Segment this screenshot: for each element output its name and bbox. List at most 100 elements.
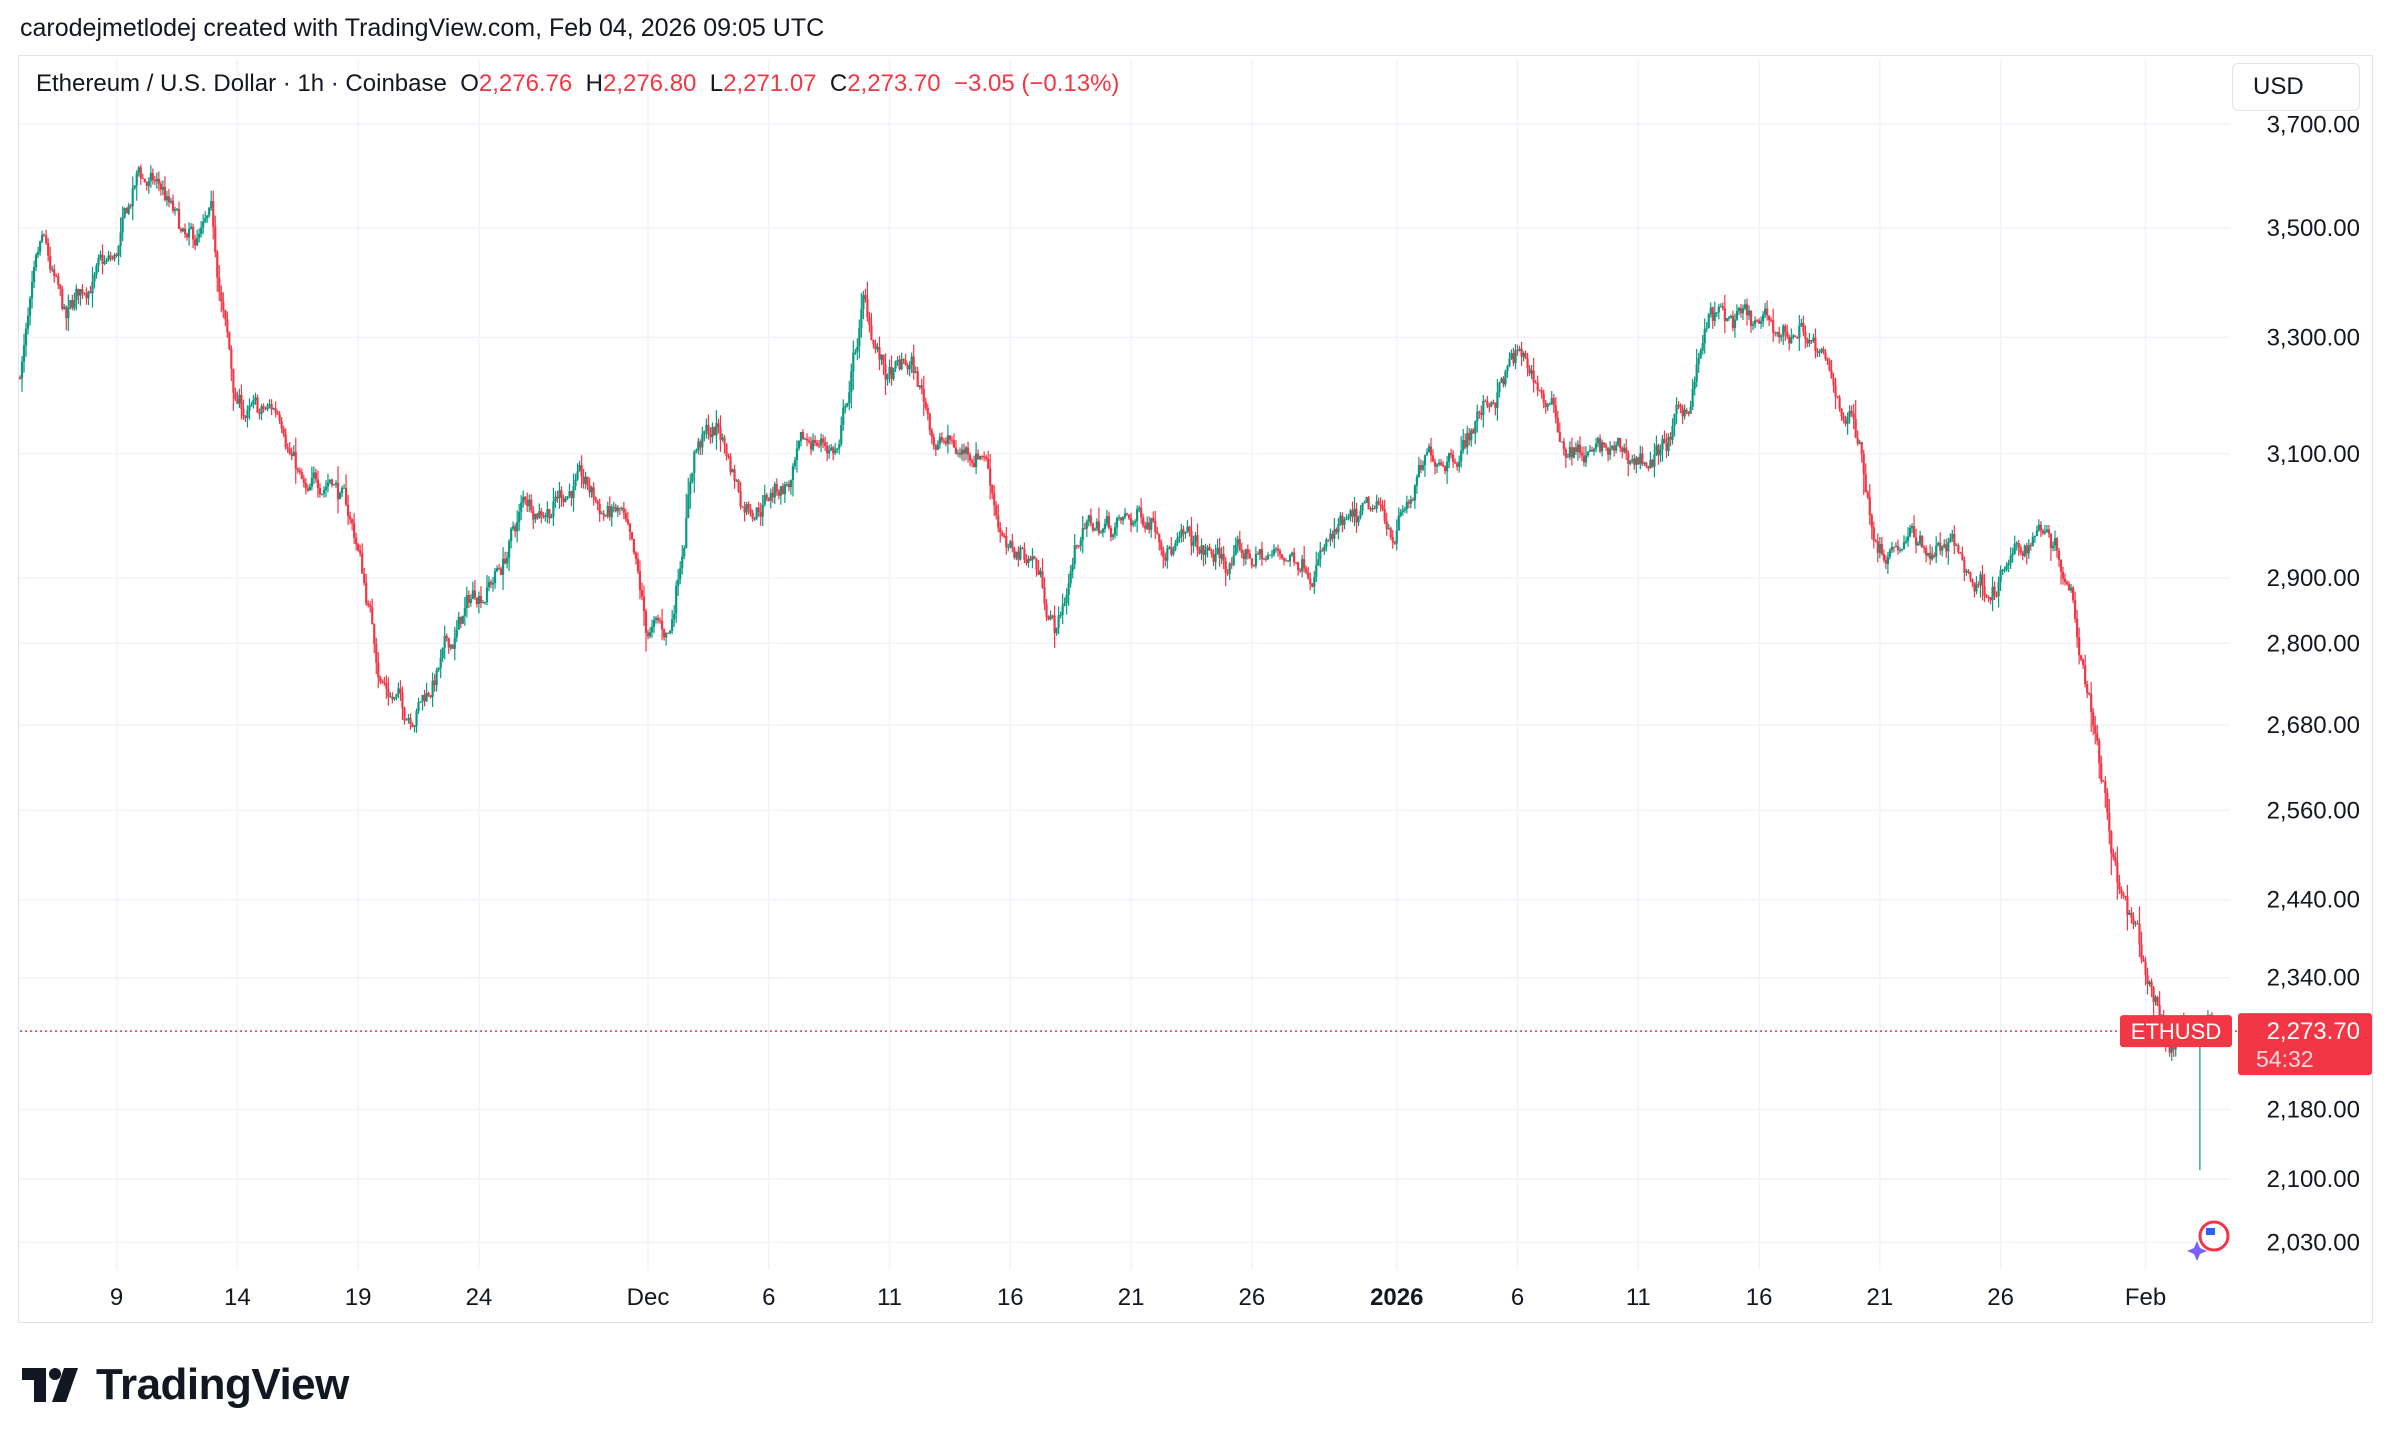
candle-body: [1093, 528, 1096, 531]
candle-body: [173, 209, 177, 211]
candle-body: [1745, 304, 1749, 316]
candle-body: [1288, 554, 1292, 562]
candle-body: [508, 541, 511, 558]
candle-body: [1927, 552, 1930, 556]
candle-body: [1782, 326, 1785, 336]
candle-body: [938, 437, 941, 445]
candle-body: [870, 324, 873, 341]
candle-body: [1759, 321, 1763, 324]
candle-body: [2128, 912, 2131, 915]
candle-body: [1504, 371, 1507, 385]
y-tick-label: 2,180.00: [2267, 1097, 2360, 1124]
candle-body: [2102, 780, 2105, 782]
candle-body: [1834, 385, 1837, 397]
candle-body: [1025, 559, 1028, 564]
candle-body: [1729, 315, 1732, 318]
candle-body: [475, 597, 479, 605]
candle-body: [968, 454, 972, 461]
candle-body: [1617, 437, 1620, 445]
candle-body: [948, 435, 952, 440]
candle-body: [1705, 327, 1708, 329]
candle-body: [1134, 521, 1137, 523]
tradingview-logo[interactable]: TradingView: [22, 1360, 349, 1410]
candle-body: [1530, 370, 1533, 374]
candle-body: [363, 573, 366, 583]
candle-body: [157, 178, 160, 184]
candle-body: [467, 595, 470, 603]
candle-body: [1023, 548, 1026, 560]
candle-body: [1691, 388, 1694, 407]
candle-body: [2082, 659, 2085, 666]
candle-body: [137, 167, 140, 173]
candle-body: [477, 595, 481, 605]
candle-body: [1131, 522, 1135, 526]
candle-body: [719, 427, 722, 440]
candle-body: [1838, 397, 1841, 409]
candle-body: [1568, 447, 1571, 457]
candle-body: [1840, 408, 1843, 417]
candle-body: [1735, 310, 1739, 320]
candle-body: [1512, 353, 1515, 364]
candle-body: [906, 365, 909, 370]
candle-body: [1293, 552, 1296, 563]
candle-body: [665, 632, 668, 638]
candle-body: [1123, 513, 1127, 518]
candle-body: [844, 406, 847, 408]
candle-body: [642, 596, 646, 612]
candle-body: [705, 424, 708, 432]
candle-body: [552, 501, 555, 517]
candle-body: [1757, 320, 1761, 324]
candle-body: [2065, 582, 2069, 585]
high-label: H: [585, 70, 603, 97]
candle-body: [2035, 530, 2038, 537]
candle-body: [2031, 537, 2034, 546]
candle-body: [1643, 462, 1646, 464]
candle-body: [1534, 382, 1537, 384]
candle-body: [1377, 501, 1380, 504]
candle-body: [663, 629, 666, 638]
candle-body: [1053, 615, 1056, 634]
candle-body: [1550, 398, 1553, 404]
candle-body: [300, 471, 303, 479]
candle-body: [405, 719, 408, 721]
candle-body: [43, 234, 46, 236]
candle-body: [1675, 404, 1678, 414]
candle-body: [1961, 553, 1964, 560]
candle-body: [737, 480, 740, 492]
candle-body: [385, 683, 388, 689]
candle-body: [759, 511, 762, 517]
candle-body: [584, 476, 587, 484]
candle-body: [1951, 533, 1954, 539]
candle-body: [1947, 541, 1950, 552]
low-value: 2,271.07: [723, 70, 817, 97]
candle-body: [91, 281, 94, 294]
candle-body: [1594, 443, 1598, 449]
candle-body: [1218, 547, 1221, 559]
candle-body: [987, 458, 990, 469]
candle-body: [2108, 812, 2111, 832]
candle-body: [1731, 315, 1735, 329]
candle-body: [1747, 310, 1751, 316]
candle-body: [1127, 514, 1131, 519]
candle-body: [1033, 556, 1036, 559]
candle-body: [1659, 449, 1662, 456]
candle-body: [1975, 584, 1978, 592]
candle-body: [638, 571, 642, 590]
candle-body: [1566, 456, 1569, 458]
candle-body: [771, 492, 774, 498]
candle-body: [850, 371, 853, 393]
candle-body: [179, 228, 183, 232]
candle-body: [1727, 317, 1730, 319]
candle-body: [59, 284, 62, 289]
candle-body: [681, 556, 684, 569]
candle-body: [1337, 524, 1340, 533]
candle-body: [1868, 496, 1871, 516]
candle-body: [1886, 556, 1889, 564]
candle-body: [371, 607, 374, 625]
candle-body: [2027, 545, 2030, 554]
candle-body: [616, 507, 619, 512]
currency-selector[interactable]: USD: [2232, 63, 2360, 111]
candle-body: [729, 456, 732, 473]
candle-body: [1379, 503, 1382, 505]
